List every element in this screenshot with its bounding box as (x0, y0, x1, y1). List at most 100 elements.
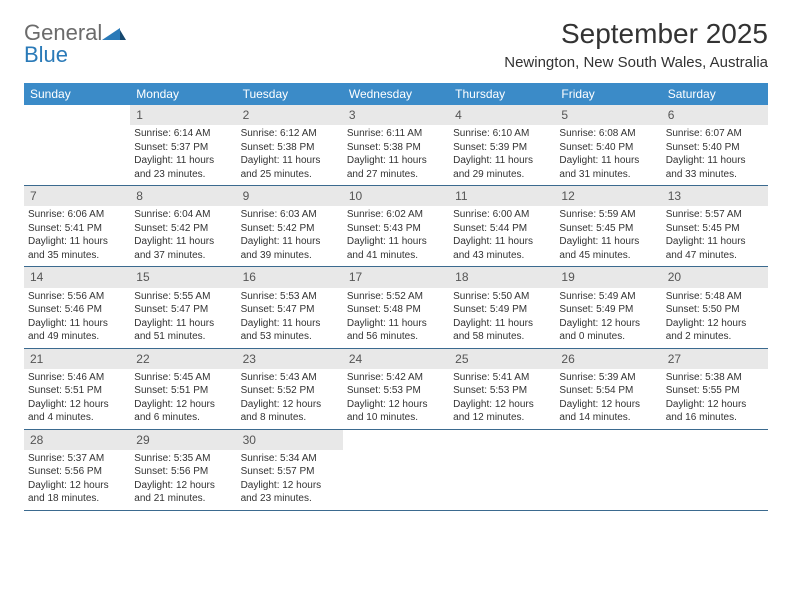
day-daylight: Daylight: 12 hours and 4 minutes. (28, 398, 126, 425)
day-daylight: Daylight: 12 hours and 8 minutes. (241, 398, 339, 425)
day-sunrise: Sunrise: 6:04 AM (134, 208, 232, 222)
day-sunset: Sunset: 5:54 PM (559, 384, 657, 398)
day-daylight: Daylight: 11 hours and 56 minutes. (347, 317, 445, 344)
day-body: Sunrise: 5:38 AMSunset: 5:55 PMDaylight:… (662, 369, 768, 429)
day-daylight: Daylight: 11 hours and 45 minutes. (559, 235, 657, 262)
day-daylight: Daylight: 11 hours and 51 minutes. (134, 317, 232, 344)
day-cell: 10Sunrise: 6:02 AMSunset: 5:43 PMDayligh… (343, 186, 449, 266)
location: Newington, New South Wales, Australia (504, 54, 768, 71)
day-sunset: Sunset: 5:40 PM (666, 141, 764, 155)
day-daylight: Daylight: 11 hours and 35 minutes. (28, 235, 126, 262)
day-sunrise: Sunrise: 5:49 AM (559, 290, 657, 304)
day-sunset: Sunset: 5:56 PM (28, 465, 126, 479)
day-body: Sunrise: 5:37 AMSunset: 5:56 PMDaylight:… (24, 450, 130, 510)
day-sunset: Sunset: 5:38 PM (241, 141, 339, 155)
day-sunrise: Sunrise: 6:06 AM (28, 208, 126, 222)
day-number: 17 (343, 267, 449, 287)
day-number: 12 (555, 186, 661, 206)
day-sunrise: Sunrise: 5:52 AM (347, 290, 445, 304)
day-sunrise: Sunrise: 6:03 AM (241, 208, 339, 222)
day-number: 19 (555, 267, 661, 287)
day-body: Sunrise: 5:35 AMSunset: 5:56 PMDaylight:… (130, 450, 236, 510)
day-body: Sunrise: 5:53 AMSunset: 5:47 PMDaylight:… (237, 288, 343, 348)
day-number: 1 (130, 105, 236, 125)
day-body: Sunrise: 6:00 AMSunset: 5:44 PMDaylight:… (449, 206, 555, 266)
day-sunrise: Sunrise: 6:11 AM (347, 127, 445, 141)
title-block: September 2025 Newington, New South Wale… (504, 18, 768, 71)
day-number: 4 (449, 105, 555, 125)
day-cell: 22Sunrise: 5:45 AMSunset: 5:51 PMDayligh… (130, 349, 236, 429)
logo: General Blue (24, 22, 126, 66)
weekday-header: Sunday (24, 83, 130, 105)
day-daylight: Daylight: 11 hours and 33 minutes. (666, 154, 764, 181)
day-sunset: Sunset: 5:37 PM (134, 141, 232, 155)
day-sunset: Sunset: 5:49 PM (453, 303, 551, 317)
day-cell: 30Sunrise: 5:34 AMSunset: 5:57 PMDayligh… (237, 430, 343, 510)
day-body: Sunrise: 6:12 AMSunset: 5:38 PMDaylight:… (237, 125, 343, 185)
day-cell: 8Sunrise: 6:04 AMSunset: 5:42 PMDaylight… (130, 186, 236, 266)
day-sunset: Sunset: 5:51 PM (134, 384, 232, 398)
day-number: 16 (237, 267, 343, 287)
day-body: Sunrise: 5:43 AMSunset: 5:52 PMDaylight:… (237, 369, 343, 429)
day-body: Sunrise: 5:46 AMSunset: 5:51 PMDaylight:… (24, 369, 130, 429)
day-cell: 4Sunrise: 6:10 AMSunset: 5:39 PMDaylight… (449, 105, 555, 185)
day-body: Sunrise: 6:08 AMSunset: 5:40 PMDaylight:… (555, 125, 661, 185)
day-body: Sunrise: 6:07 AMSunset: 5:40 PMDaylight:… (662, 125, 768, 185)
day-sunset: Sunset: 5:55 PM (666, 384, 764, 398)
day-cell: 6Sunrise: 6:07 AMSunset: 5:40 PMDaylight… (662, 105, 768, 185)
day-body: Sunrise: 5:59 AMSunset: 5:45 PMDaylight:… (555, 206, 661, 266)
day-cell: 28Sunrise: 5:37 AMSunset: 5:56 PMDayligh… (24, 430, 130, 510)
day-daylight: Daylight: 12 hours and 18 minutes. (28, 479, 126, 506)
day-daylight: Daylight: 12 hours and 23 minutes. (241, 479, 339, 506)
day-sunrise: Sunrise: 5:34 AM (241, 452, 339, 466)
day-body: Sunrise: 5:49 AMSunset: 5:49 PMDaylight:… (555, 288, 661, 348)
day-cell: 25Sunrise: 5:41 AMSunset: 5:53 PMDayligh… (449, 349, 555, 429)
day-number: 10 (343, 186, 449, 206)
day-cell: 7Sunrise: 6:06 AMSunset: 5:41 PMDaylight… (24, 186, 130, 266)
day-sunset: Sunset: 5:41 PM (28, 222, 126, 236)
day-number: 29 (130, 430, 236, 450)
day-sunset: Sunset: 5:47 PM (241, 303, 339, 317)
day-cell: 14Sunrise: 5:56 AMSunset: 5:46 PMDayligh… (24, 267, 130, 347)
day-sunrise: Sunrise: 6:12 AM (241, 127, 339, 141)
day-body: Sunrise: 5:57 AMSunset: 5:45 PMDaylight:… (662, 206, 768, 266)
day-number: 5 (555, 105, 661, 125)
weekday-header: Monday (130, 83, 236, 105)
day-daylight: Daylight: 12 hours and 14 minutes. (559, 398, 657, 425)
day-body: Sunrise: 6:06 AMSunset: 5:41 PMDaylight:… (24, 206, 130, 266)
day-number: 3 (343, 105, 449, 125)
day-sunrise: Sunrise: 6:14 AM (134, 127, 232, 141)
day-daylight: Daylight: 11 hours and 37 minutes. (134, 235, 232, 262)
day-sunrise: Sunrise: 6:08 AM (559, 127, 657, 141)
day-body: Sunrise: 5:56 AMSunset: 5:46 PMDaylight:… (24, 288, 130, 348)
day-number: 14 (24, 267, 130, 287)
day-number: 15 (130, 267, 236, 287)
day-sunset: Sunset: 5:43 PM (347, 222, 445, 236)
day-number: 2 (237, 105, 343, 125)
month-title: September 2025 (504, 18, 768, 50)
day-number: 18 (449, 267, 555, 287)
day-sunrise: Sunrise: 6:02 AM (347, 208, 445, 222)
week-row: 14Sunrise: 5:56 AMSunset: 5:46 PMDayligh… (24, 267, 768, 348)
day-cell: 3Sunrise: 6:11 AMSunset: 5:38 PMDaylight… (343, 105, 449, 185)
day-sunrise: Sunrise: 5:48 AM (666, 290, 764, 304)
day-sunrise: Sunrise: 5:39 AM (559, 371, 657, 385)
day-sunset: Sunset: 5:38 PM (347, 141, 445, 155)
day-sunrise: Sunrise: 5:38 AM (666, 371, 764, 385)
day-sunset: Sunset: 5:53 PM (347, 384, 445, 398)
day-sunset: Sunset: 5:45 PM (666, 222, 764, 236)
day-number: 13 (662, 186, 768, 206)
day-cell: 1Sunrise: 6:14 AMSunset: 5:37 PMDaylight… (130, 105, 236, 185)
day-daylight: Daylight: 11 hours and 58 minutes. (453, 317, 551, 344)
day-daylight: Daylight: 11 hours and 29 minutes. (453, 154, 551, 181)
day-daylight: Daylight: 12 hours and 12 minutes. (453, 398, 551, 425)
day-cell: 11Sunrise: 6:00 AMSunset: 5:44 PMDayligh… (449, 186, 555, 266)
day-number: 21 (24, 349, 130, 369)
day-body: Sunrise: 5:42 AMSunset: 5:53 PMDaylight:… (343, 369, 449, 429)
day-sunrise: Sunrise: 5:55 AM (134, 290, 232, 304)
week-row: 1 Sunrise: 6:14 AMSunset: 5:37 PM Daylight… (24, 105, 768, 186)
day-cell: 5Sunrise: 6:08 AMSunset: 5:40 PMDaylight… (555, 105, 661, 185)
day-number: 28 (24, 430, 130, 450)
day-cell: 9Sunrise: 6:03 AMSunset: 5:42 PMDaylight… (237, 186, 343, 266)
day-number: 8 (130, 186, 236, 206)
